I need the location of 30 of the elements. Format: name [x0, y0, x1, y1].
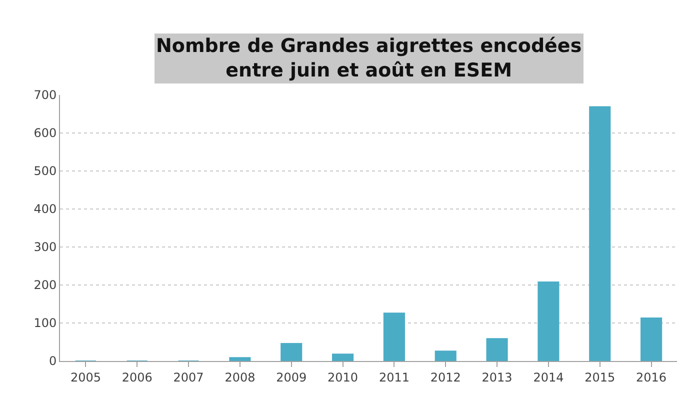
bar [434, 350, 456, 361]
y-tick-label: 700 [34, 88, 57, 102]
x-tick-label: 2009 [276, 370, 307, 384]
y-tick-label: 400 [34, 202, 57, 216]
bar [640, 318, 662, 361]
x-tick-label: 2012 [430, 370, 461, 384]
y-tick-label: 200 [34, 278, 57, 292]
y-tick-label: 100 [34, 316, 57, 330]
y-tick-label: 300 [34, 240, 57, 254]
bar [229, 357, 251, 361]
x-tick-label: 2013 [482, 370, 512, 384]
x-tick-label: 2007 [173, 370, 204, 384]
bar [486, 338, 508, 361]
bar [383, 312, 405, 361]
y-tick-label: 600 [34, 126, 57, 140]
x-tick-label: 2005 [70, 370, 101, 384]
bar [589, 106, 611, 361]
x-tick-label: 2008 [224, 370, 256, 384]
x-tick-label: 2016 [636, 370, 667, 384]
bar [332, 354, 354, 361]
x-tick-label: 2014 [533, 370, 564, 384]
y-tick-label: 500 [34, 164, 57, 178]
x-tick-label: 2015 [584, 370, 616, 384]
x-tick-label: 2006 [122, 370, 152, 384]
bar [280, 343, 302, 361]
y-tick-label: 0 [48, 354, 57, 368]
bar [538, 281, 560, 361]
x-tick-label: 2010 [328, 370, 358, 384]
x-tick-label: 2011 [378, 370, 410, 384]
chart-title: Nombre de Grandes aigrettes encodées entre juin et août en ESEM [156, 35, 582, 82]
